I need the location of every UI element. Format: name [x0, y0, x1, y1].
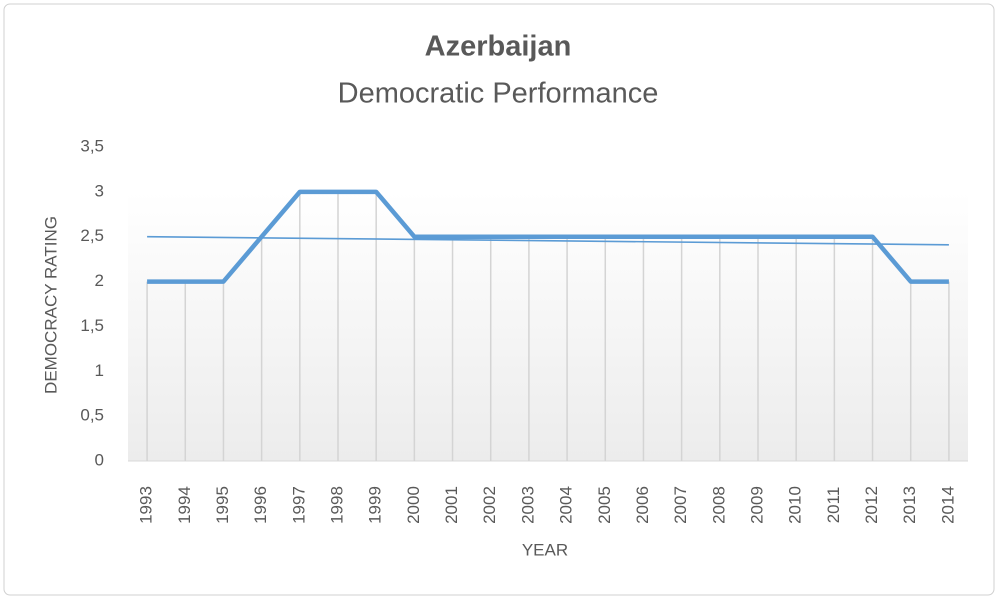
x-tick-label: 1993: [137, 486, 156, 524]
x-tick-label: 1996: [251, 486, 270, 524]
x-axis-label: YEAR: [522, 540, 568, 559]
x-tick-label: 2000: [404, 486, 423, 524]
x-tick-label: 2014: [938, 486, 957, 524]
x-tick-label: 2009: [747, 486, 766, 524]
y-tick-label: 0,5: [80, 406, 104, 425]
trendline: [147, 235, 949, 246]
x-tick-label: 2003: [518, 486, 537, 524]
data-line: [147, 189, 949, 284]
chart-title: Azerbaijan: [425, 31, 572, 63]
x-tick-label: 2004: [557, 486, 576, 524]
x-tick-label: 2006: [633, 486, 652, 524]
y-axis-label: DEMOCRACY RATING: [41, 216, 60, 394]
x-tick-label: 2002: [480, 486, 499, 524]
x-tick-label: 2013: [900, 486, 919, 524]
x-tick-label: 2007: [671, 486, 690, 524]
y-tick-label: 3: [95, 181, 104, 200]
chart-subtitle: Democratic Performance: [338, 78, 659, 110]
x-tick-label: 2008: [709, 486, 728, 524]
y-tick-label: 3,5: [80, 136, 104, 155]
x-tick-label: 2011: [824, 487, 843, 524]
x-tick-label: 1994: [175, 486, 194, 524]
x-tick-label: 2010: [786, 486, 805, 524]
plot-background: [128, 192, 968, 461]
x-tick-label: 2001: [442, 486, 461, 524]
x-tick-label: 1998: [327, 486, 346, 524]
y-tick-label: 0: [95, 450, 104, 469]
y-tick-label: 1,5: [80, 316, 104, 335]
y-tick-label: 1: [95, 361, 104, 380]
x-tick-label: 1997: [289, 486, 308, 524]
x-tick-label: 1999: [366, 486, 385, 524]
x-tick-label: 2012: [862, 486, 881, 524]
x-tick-label: 1995: [213, 486, 232, 524]
y-tick-label: 2,5: [80, 226, 104, 245]
y-tick-label: 2: [95, 271, 104, 290]
x-tick-label: 2005: [595, 486, 614, 524]
